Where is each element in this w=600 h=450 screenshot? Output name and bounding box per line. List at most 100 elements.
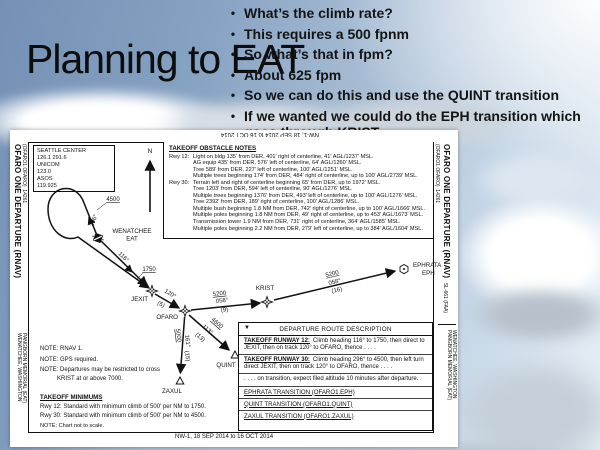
note-line: NOTE: GPS required. [40,356,99,363]
cloud-right-base [465,285,600,345]
cloud-right-lower [445,355,600,450]
minimums-line: Rwy 12: Standard with minimum climb of 5… [40,404,206,410]
rwy-label: Rwy 30: [169,179,190,186]
chart-notes: NOTE: RNAV 1. NOTE: GPS required. NOTE: … [40,344,160,383]
route-description-box: ▼ DEPARTURE ROUTE DESCRIPTION TAKEOFF RU… [238,322,433,431]
leg-altitude: 5000 [174,329,182,344]
obstacle-note-line: Light on bldg 135' from DER, 401' right … [193,153,374,160]
leg-distance: (15) [183,351,190,362]
heading-label: 296° [89,213,99,227]
route-rwy-label: TAKEOFF RUNWAY 30: [244,356,310,363]
freq-line: UNICOM [37,161,60,168]
freq-line: 119.925 [37,182,57,189]
obstacle-notes-box: TAKEOFF OBSTACLE NOTES Rwy 12: Light on … [163,142,433,239]
obstacle-note-line: Multiple poles beginning 1.8 NM from DER… [193,212,424,219]
bullet-item: • What’s the climb rate? [222,5,594,22]
bullet-item: • So what’s that in fpm? [222,46,594,63]
obstacle-note-line: Multiple poles beginning 2.2 NM from DER… [193,225,423,232]
route-rwy-text: Climb heading 296° to 4500, then left tu… [244,356,424,371]
leg-track: 058° [328,278,342,287]
chart-date-bottom: NW-1, 18 SEP 2014 to 16 OCT 2014 [175,434,274,440]
bullet-dot: • [230,108,236,123]
route-rwy-label: TAKEOFF RUNWAY 12: [244,337,310,344]
leg-distance: (9) [221,307,229,314]
fix-label-quint: QUINT [216,362,235,369]
obstacle-note-line: AG equip 435' from DER, 576' left of cen… [193,160,362,167]
north-arrow-icon: N [144,148,156,212]
airport-icon [92,232,104,244]
fix-label-ofaro: OFARO [156,314,178,321]
route-description-header: ▼ DEPARTURE ROUTE DESCRIPTION [239,323,432,336]
bullet-dot: • [230,88,236,102]
airport-city-label: WENATCHEE [112,228,151,235]
bullet-text: So we can do this and use the QUINT tran… [244,87,560,103]
waypoint-triangle-icon-zaxul [175,376,185,385]
bullet-dot: • [230,26,236,41]
transition-zaxul: ZAXUL TRANSITION (OFARO1.ZAXUL) [239,409,432,422]
freq-line: ASOS [37,175,53,182]
leg-distance: (13) [194,332,206,344]
obstacle-note-line: Multiple trees beginning 174' from DER, … [193,173,418,180]
obstacle-note-line: Tree 2392' from DER, 189' right of cente… [193,199,360,206]
transition-quint: QUINT TRANSITION (OFARO1.QUINT) [239,397,432,410]
route-lines [47,187,397,375]
bullet-text: What’s the climb rate? [244,5,393,21]
leg-track: 120° [163,289,177,301]
leg-distance: (16) [331,287,343,295]
frequency-box: SEATTLE CENTER 126.1 291.6 UNICOM 123.0 … [33,145,115,193]
right-margin-divider [438,324,456,325]
note-line: KRIST at or above 7000. [57,375,123,382]
note-line: NOTE: Departures may be restricted to cr… [40,367,161,373]
leg-altitude: 5200 [213,291,228,298]
departure-chart: NW-1, 18 SEP 2014 to 16 OCT 2014 (OFARO1… [10,130,458,447]
bullet-item: • About 625 fpm [222,67,594,84]
leg-track: 161° [183,335,191,349]
takeoff-minimums-title: TAKEOFF MINIMUMS [40,394,103,401]
bullet-item: • This requires a 500 fpnm [222,26,594,43]
rwy-label: Rwy 12: [169,153,190,160]
route-description-title: DEPARTURE ROUTE DESCRIPTION [279,325,392,333]
svg-text:N: N [148,148,153,155]
leg-distance: (5) [156,301,165,310]
leg-altitude: 5200 [325,270,340,279]
fix-label-jexit: JEXIT [131,296,148,303]
leg-altitude: 4600 [210,317,225,331]
bullet-dot: • [230,47,236,61]
waypoint-star-icon-krist [261,296,273,308]
note-line: NOTE: RNAV 1. [40,346,83,352]
freq-line: 123.0 [37,168,51,175]
obstacle-symbol-icon: ▼ [244,325,251,331]
obstacle-note-line: Tree 1203' from DER, 594' left of center… [193,186,353,193]
fix-label-krist: KRIST [256,285,274,292]
route-rwy-text: Climb heading 116° to 1750, then direct … [244,337,425,351]
obstacle-note-line: Transmission tower 1.9 NM from DER, 731'… [193,218,401,225]
obstacle-note-line: Multiple bush beginning 1.8 NM from DER,… [193,205,426,212]
minimums-line: Rwy 30: Standard with minimum climb of 5… [40,412,206,419]
obstacle-notes-rwy30: Rwy 30: Terrain left and right of center… [169,180,430,232]
airport-id-label: EAT [126,236,138,243]
bullet-dot: • [230,67,236,82]
route-rwy30: TAKEOFF RUNWAY 30: Climb heading 296° to … [239,353,432,373]
vor-icon-eph [399,263,409,275]
bullet-text: This requires a 500 fpnm [244,25,409,42]
fix-label-zaxul: ZAXUL [162,388,183,395]
obstacle-note-line: Terrain left and right of centerline beg… [193,179,381,186]
route-transition-note: . . . . on transition, expect filed alti… [239,373,432,385]
obstacle-note-line: Tree 589' from DER, 227' left of centerl… [193,166,353,173]
bullet-dot: • [230,6,236,20]
fix-label-ephrata: EPHRATA [413,262,442,269]
bullet-text: About 625 fpm [244,66,342,83]
obstacle-note-line: Multiple trees beginning 1376' from DER,… [193,192,418,199]
obstacle-notes-rwy12: Rwy 12: Light on bldg 135' from DER, 401… [169,154,430,180]
fix-label-eph: EPH [422,270,435,277]
plan-view: N [47,148,442,395]
waypoint-star-icon-ofaro [179,305,191,317]
bullet-list: • What’s the climb rate? • This requires a… [222,5,594,145]
page-title: Planning to EAT [26,36,305,82]
leg-track: 058° [216,298,230,305]
altitude-label: 4500 [106,197,120,203]
transition-ephrata: EPHRATA TRANSITION (OFARO1.EPH) [239,385,432,398]
bullet-text: So what’s that in fpm? [244,46,393,62]
takeoff-minimums: TAKEOFF MINIMUMS Rwy 12: Standard with m… [40,394,206,429]
